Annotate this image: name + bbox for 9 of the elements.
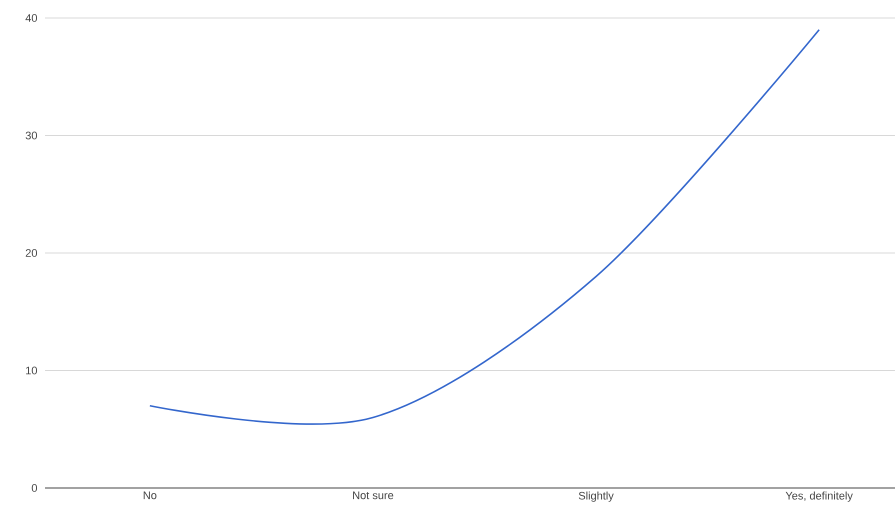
x-tick-label: Yes, definitely — [786, 492, 853, 502]
y-tick-label: 20 — [26, 249, 38, 257]
y-tick-label: 30 — [26, 132, 38, 140]
x-tick-label: No — [144, 492, 156, 500]
y-tick-label: 0 — [32, 484, 38, 492]
x-tick-label: Not sure — [353, 492, 394, 500]
x-tick-label: Slightly — [578, 492, 614, 502]
y-tick-label: 10 — [26, 366, 38, 374]
y-tick-label: 40 — [25, 14, 38, 22]
